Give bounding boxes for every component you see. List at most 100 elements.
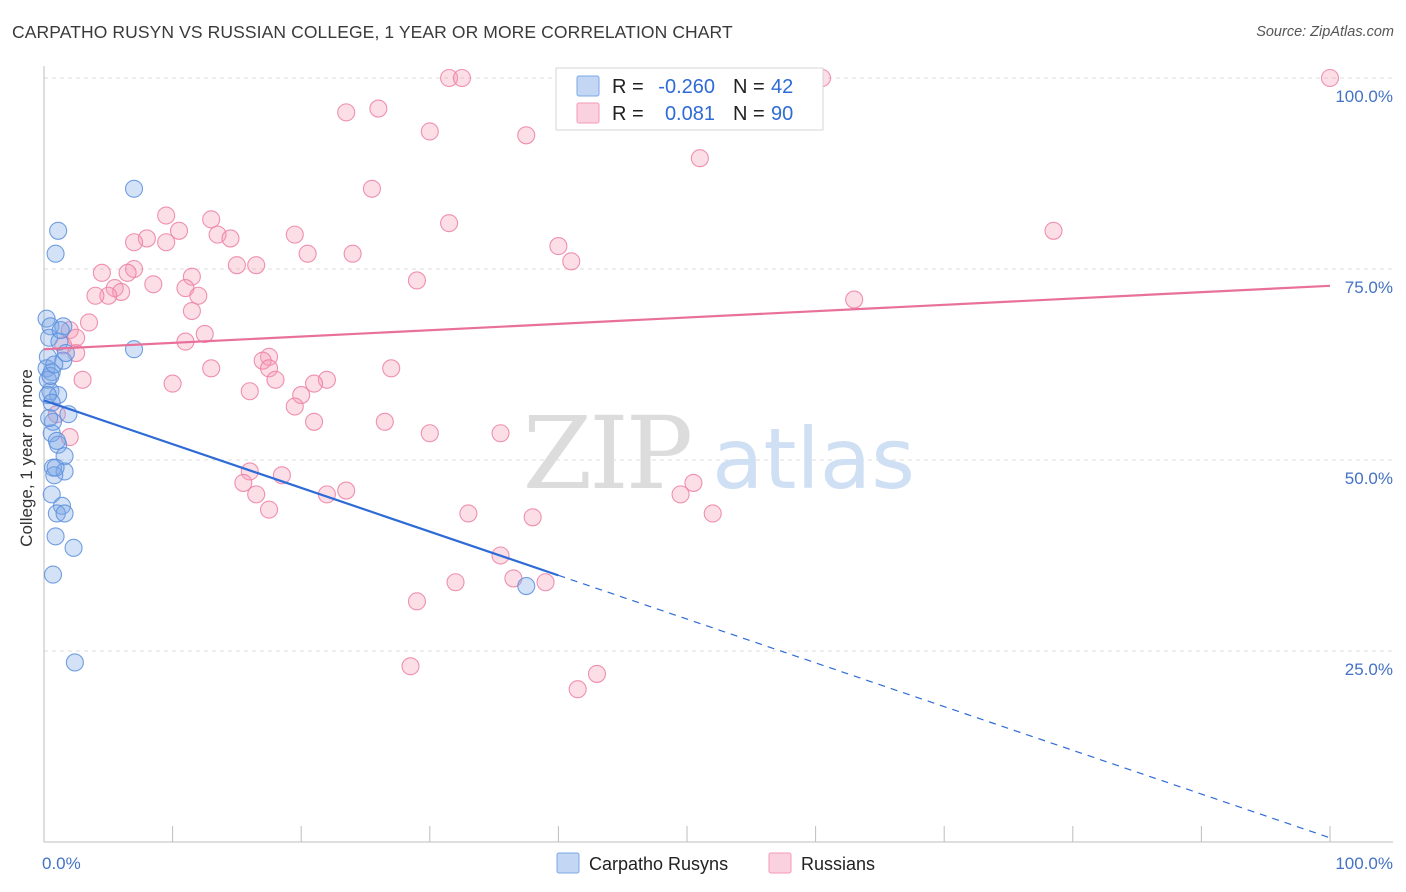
- point-russians-54: [382, 359, 401, 378]
- point-carpatho-39: [46, 458, 65, 477]
- point-russians-9: [517, 126, 536, 145]
- point-russians-70: [247, 485, 266, 504]
- y-tick-label-0: 25.0%: [1345, 660, 1393, 679]
- point-carpatho-37: [51, 321, 70, 340]
- legend-swatch-russians: [576, 102, 600, 124]
- point-carpatho-24: [46, 527, 65, 546]
- source-label: Source: ZipAtlas.com: [1256, 24, 1394, 40]
- point-russians-40: [189, 286, 208, 305]
- bottom-legend-swatch-russians: [768, 852, 792, 874]
- point-russians-84: [587, 664, 607, 683]
- correlation-legend: R = -0.260 N = 42 R = 0.081 N = 90: [555, 67, 824, 131]
- point-carpatho-20: [42, 485, 61, 504]
- series-legend: Carpatho Rusyns Russians: [556, 852, 875, 874]
- point-russians-64: [420, 424, 439, 443]
- point-carpatho-38: [40, 408, 59, 428]
- point-carpatho-26: [43, 565, 63, 584]
- legend-r-value-carpatho: -0.260: [658, 76, 715, 98]
- point-carpatho-36: [45, 355, 64, 374]
- legend-r-label-carpatho: R =: [612, 76, 644, 98]
- point-russians-59: [240, 382, 259, 401]
- grid-lines: [44, 77, 1393, 652]
- point-russians-65: [491, 424, 510, 443]
- point-russians-28: [247, 256, 266, 275]
- legend-n-label-carpatho: N =: [733, 76, 765, 98]
- point-carpatho-34: [47, 431, 66, 450]
- point-russians-33: [407, 271, 426, 290]
- legend-swatch-carpatho: [576, 75, 600, 97]
- point-russians-42: [1044, 221, 1063, 240]
- point-carpatho-29: [49, 221, 68, 240]
- y-tick-label-3: 100.0%: [1335, 87, 1393, 106]
- point-russians-72: [337, 481, 356, 500]
- point-russians-26: [562, 252, 581, 271]
- point-russians-82: [407, 592, 426, 611]
- point-carpatho-32: [517, 577, 536, 596]
- point-carpatho-11: [49, 386, 68, 405]
- point-russians-76: [523, 508, 542, 527]
- point-carpatho-28: [124, 340, 144, 359]
- point-russians-52: [259, 359, 279, 378]
- point-russians-53: [202, 359, 221, 378]
- point-russians-1: [452, 68, 472, 88]
- point-carpatho-22: [47, 504, 66, 523]
- point-russians-23: [549, 237, 568, 256]
- legend-frame: [555, 67, 824, 131]
- point-russians-74: [259, 500, 279, 519]
- y-tick-label-1: 50.0%: [1345, 469, 1393, 488]
- point-russians-43: [182, 301, 201, 321]
- point-russians-22: [285, 225, 304, 244]
- point-russians-16: [169, 221, 189, 240]
- point-russians-20: [124, 233, 144, 252]
- point-russians-63: [305, 412, 324, 431]
- point-russians-8: [420, 122, 439, 141]
- trend-line-russians: [43, 284, 1331, 351]
- point-russians-87: [73, 370, 92, 389]
- point-russians-41: [845, 290, 864, 309]
- x-tick-label-1: 100.0%: [1335, 854, 1393, 873]
- point-russians-11: [690, 149, 709, 168]
- point-carpatho-1: [41, 317, 60, 336]
- point-russians-69: [684, 473, 703, 492]
- point-russians-27: [227, 256, 246, 275]
- point-russians-51: [253, 351, 272, 370]
- point-russians-47: [195, 324, 214, 343]
- point-russians-77: [703, 504, 722, 523]
- point-russians-15: [440, 214, 459, 233]
- point-russians-62: [375, 412, 394, 431]
- point-carpatho-18: [55, 462, 74, 481]
- legend-n-value-russians: 90: [771, 103, 793, 125]
- point-carpatho-27: [65, 653, 84, 672]
- point-carpatho-23: [55, 504, 74, 523]
- point-russians-55: [266, 370, 285, 389]
- point-russians-14: [202, 210, 221, 229]
- watermark-atlas: atlas: [712, 410, 915, 508]
- point-russians-13: [157, 206, 176, 225]
- point-russians-81: [536, 573, 555, 592]
- point-russians-5: [1320, 68, 1340, 88]
- legend-n-value-carpatho: 42: [771, 76, 793, 98]
- point-russians-21: [157, 233, 176, 252]
- point-carpatho-33: [41, 366, 60, 386]
- legend-r-label-russians: R =: [612, 103, 644, 125]
- point-russians-61: [285, 397, 304, 416]
- point-russians-0: [440, 68, 459, 88]
- watermark-zip: ZIP: [523, 395, 690, 512]
- point-russians-58: [163, 374, 182, 393]
- point-carpatho-31: [124, 179, 144, 198]
- point-russians-73: [671, 485, 690, 504]
- point-russians-6: [337, 103, 356, 122]
- trend-line-carpatho: [43, 399, 559, 577]
- point-russians-83: [401, 657, 420, 676]
- point-russians-75: [459, 504, 478, 523]
- chart-title: CARPATHO RUSYN VS RUSSIAN COLLEGE, 1 YEA…: [12, 22, 733, 42]
- tick-labels: 25.0% 50.0% 75.0% 100.0% 0.0% 100.0%: [42, 87, 1393, 873]
- point-russians-7: [369, 99, 388, 118]
- point-russians-24: [298, 244, 317, 263]
- point-russians-25: [343, 244, 362, 263]
- trend-line-carpatho-extension: [558, 574, 1331, 839]
- y-tick-label-2: 75.0%: [1345, 278, 1393, 297]
- point-carpatho-30: [46, 244, 65, 263]
- point-russians-39: [86, 286, 105, 305]
